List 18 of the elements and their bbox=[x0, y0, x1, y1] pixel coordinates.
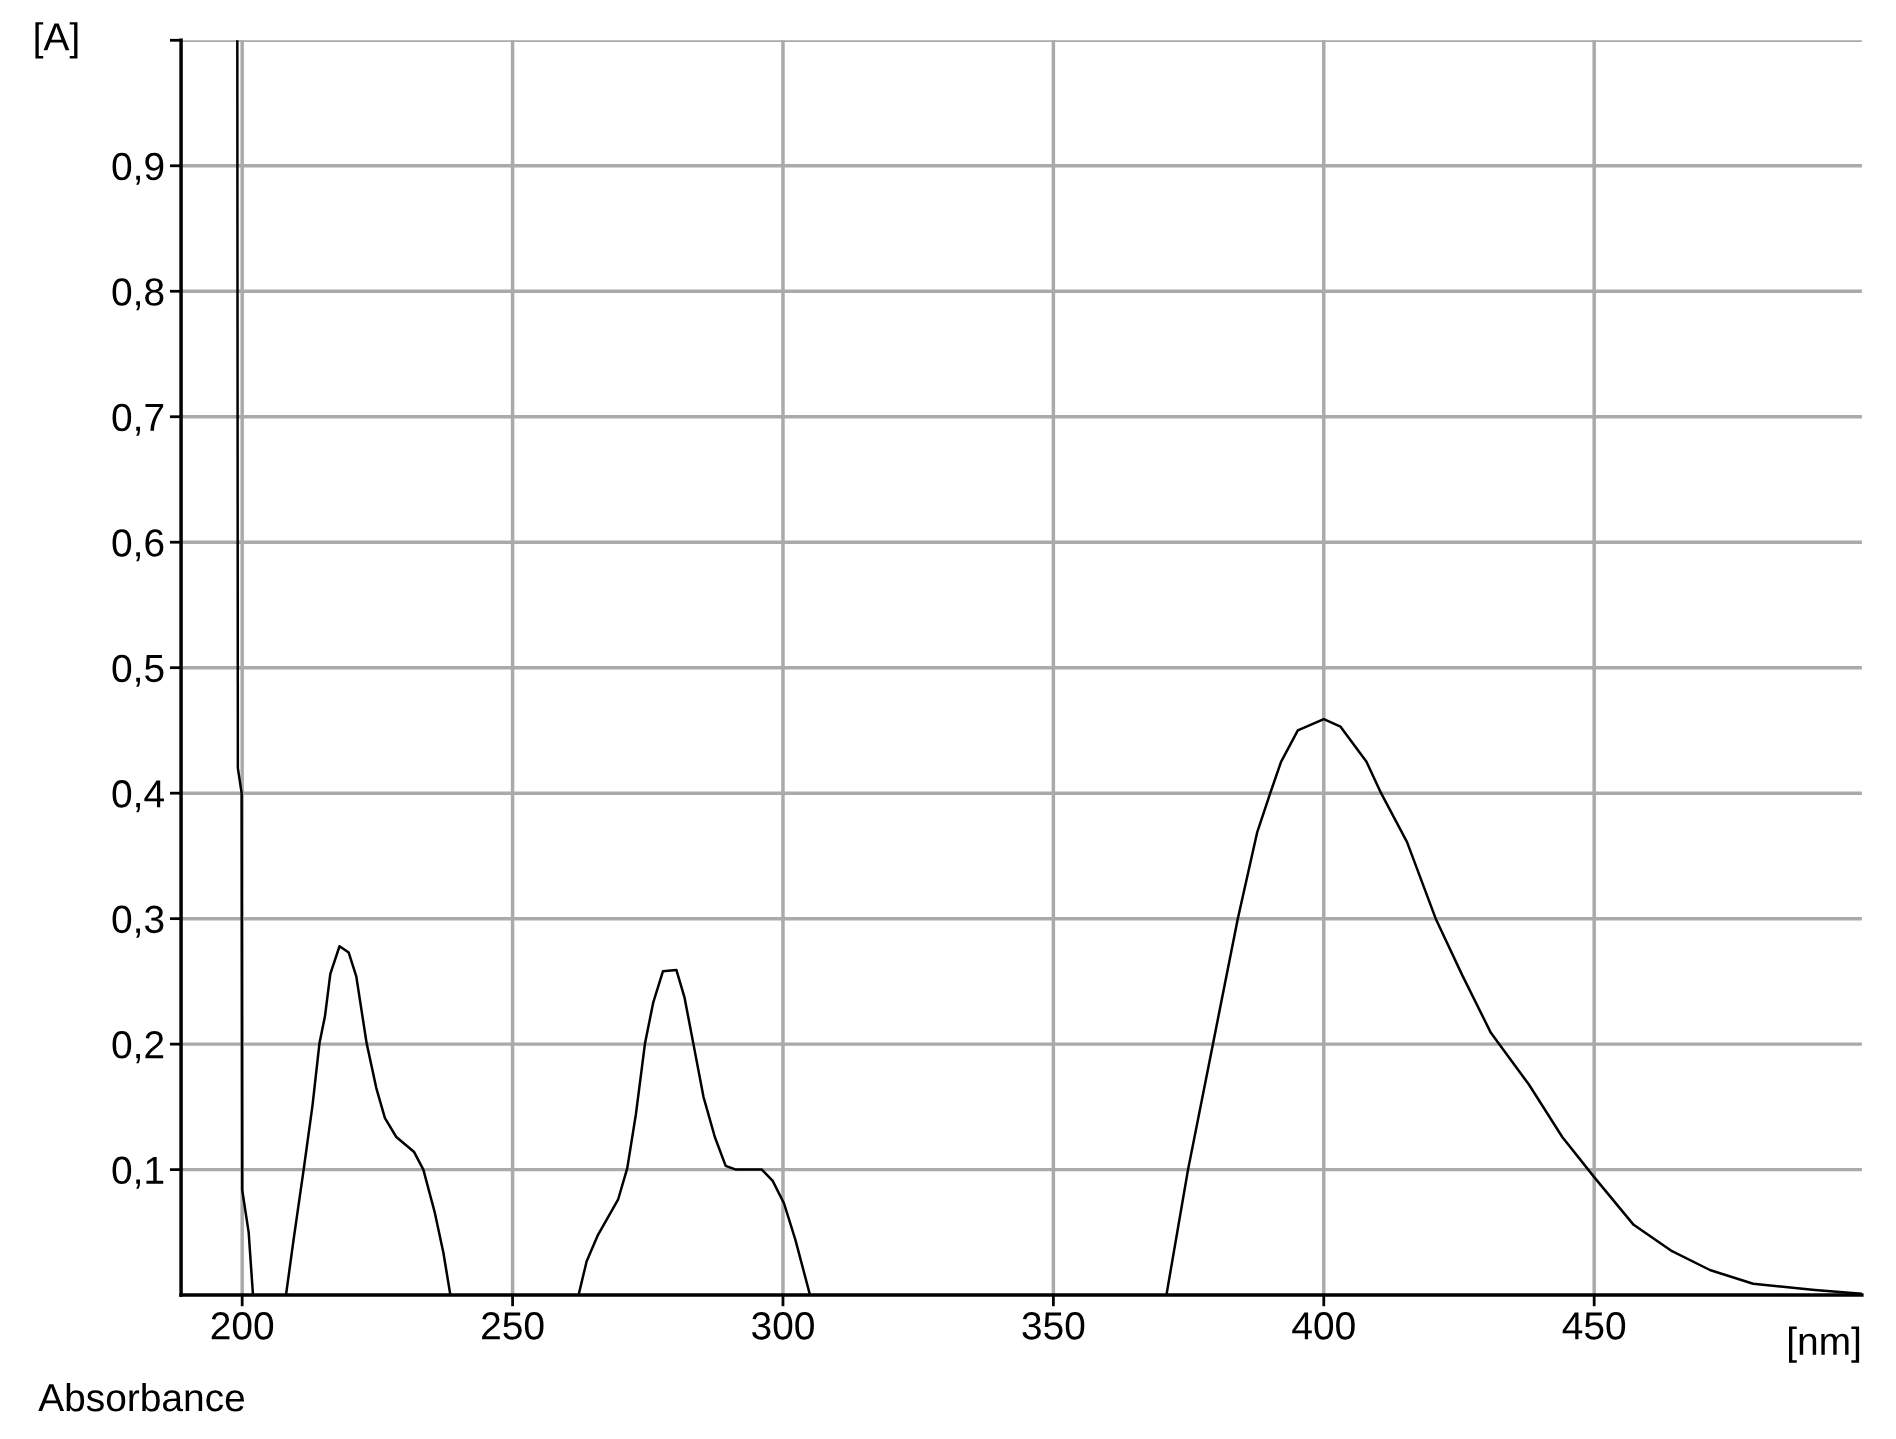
text: Absorbance bbox=[38, 1382, 245, 1412]
x-tick-label: 200 bbox=[211, 1312, 274, 1340]
y-tick-label: 0,5 bbox=[112, 654, 164, 687]
y-tick-label: 0,9 bbox=[112, 152, 164, 185]
y-tick-label: 0,2 bbox=[112, 1031, 164, 1064]
x-tick-label: 450 bbox=[1562, 1312, 1626, 1340]
y-tick-label: 0,3 bbox=[112, 905, 164, 938]
y-axis-title: [A] bbox=[35, 22, 78, 59]
x-tick-label: 350 bbox=[1022, 1312, 1085, 1340]
y-tick-label: 0,8 bbox=[112, 278, 164, 311]
y-tick-label: 0,6 bbox=[112, 529, 164, 562]
y-tick-label: 0,7 bbox=[112, 403, 164, 436]
x-tick-label: 300 bbox=[752, 1312, 814, 1340]
y-tick-label: 0,1 bbox=[112, 1156, 164, 1189]
x-tick-label: 250 bbox=[482, 1312, 544, 1340]
y-tick-label: 0,4 bbox=[112, 780, 164, 813]
x-tick-label: 400 bbox=[1292, 1312, 1355, 1340]
x-axis-title: [nm] bbox=[1789, 1326, 1860, 1363]
